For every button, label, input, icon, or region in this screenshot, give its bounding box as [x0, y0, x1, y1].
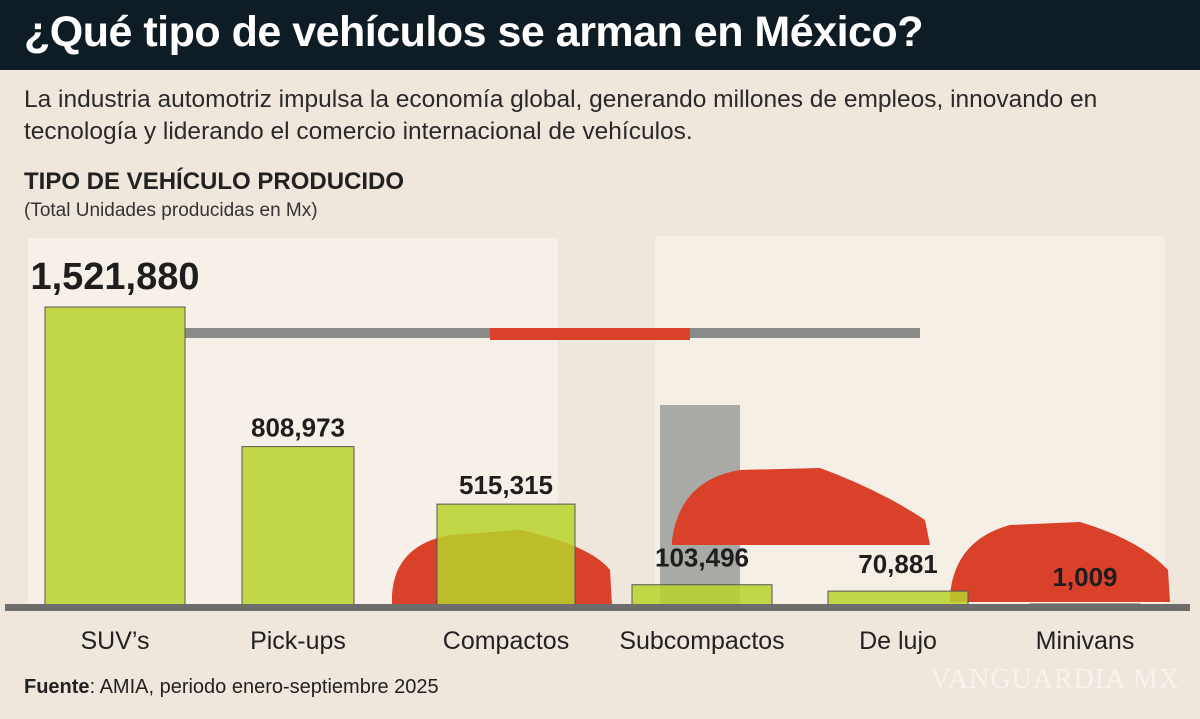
chart-title: TIPO DE VEHÍCULO PRODUCIDO	[24, 168, 405, 195]
page-title: ¿Qué tipo de vehículos se arman en Méxic…	[24, 8, 923, 56]
floor-line	[5, 604, 1190, 611]
bar-2	[436, 503, 576, 606]
bar-0	[44, 306, 186, 606]
subtitle: La industria automotriz impulsa la econo…	[24, 86, 1098, 145]
category-label: SUV’s	[80, 627, 149, 655]
data-label: 70,881	[858, 549, 938, 579]
data-label: 808,973	[251, 413, 345, 443]
category-label: Subcompactos	[619, 627, 784, 655]
title-bar: ¿Qué tipo de vehículos se arman en Méxic…	[0, 0, 1200, 70]
data-label: 515,315	[459, 470, 553, 500]
source-note: Fuente: AMIA, periodo enero-septiembre 2…	[24, 676, 439, 699]
data-label: 103,496	[655, 543, 749, 573]
source-text: : AMIA, periodo enero-septiembre 2025	[89, 676, 439, 698]
bar-3	[631, 584, 773, 606]
data-label: 1,009	[1052, 562, 1117, 592]
data-label: 1,521,880	[30, 256, 199, 298]
bar-1	[241, 446, 355, 606]
watermark: VANGUARDIA MX	[930, 664, 1180, 695]
category-label: Compactos	[443, 627, 569, 655]
bar-4	[827, 590, 969, 606]
gantry-red	[490, 328, 690, 340]
category-label: Minivans	[1036, 627, 1135, 655]
category-label: De lujo	[859, 627, 937, 655]
chart-subtitle: (Total Unidades producidas en Mx)	[24, 200, 318, 221]
source-label: Fuente	[24, 676, 90, 698]
category-label: Pick-ups	[250, 627, 346, 655]
